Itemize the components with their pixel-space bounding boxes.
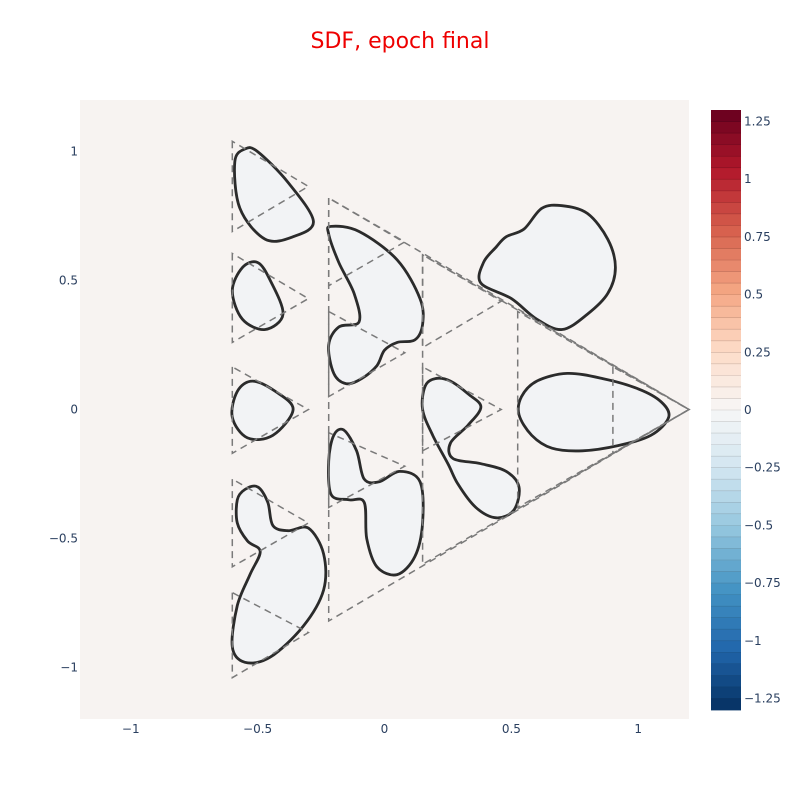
y-tick-label: 0: [70, 403, 78, 417]
colorbar-segment: [711, 663, 741, 676]
colorbar-tick-label: 0.75: [744, 230, 771, 244]
colorbar-segment: [711, 479, 741, 492]
colorbar-segment: [711, 536, 741, 549]
guide-triangle-13: [421, 253, 691, 566]
y-tick-label: 1: [70, 145, 78, 159]
colorbar-segment: [711, 167, 741, 180]
colorbar-tick-label: 0.5: [744, 288, 763, 302]
shape-contours: [230, 146, 671, 665]
colorbar-ticks: 1.25 1 0.75 0.5 0.25 0 −0.25 −0.5 −0.75 −1 −1.25: [744, 115, 781, 706]
colorbar-segment: [711, 571, 741, 584]
colorbar-segment: [711, 548, 741, 561]
x-tick-label: 1: [634, 722, 642, 736]
colorbar-tick-label: −0.5: [744, 518, 773, 532]
colorbar-segment: [711, 317, 741, 330]
x-tick-label: 0: [381, 722, 389, 736]
colorbar-segment: [711, 260, 741, 272]
colorbar-segment: [711, 294, 741, 307]
guide-triangle-14: [516, 310, 691, 509]
shape-contour-7: [420, 376, 521, 520]
colorbar-segment: [711, 156, 741, 169]
colorbar-segment: [711, 386, 741, 399]
colorbar-segment: [711, 675, 741, 688]
y-tick-label: −1: [60, 660, 78, 674]
colorbar-segment: [711, 329, 741, 342]
colorbar-segment: [711, 502, 741, 515]
y-tick-label: −0.5: [49, 531, 78, 545]
colorbar-segment: [711, 144, 741, 157]
guide-triangle-12: [327, 196, 691, 623]
colorbar: [711, 110, 741, 711]
guide-triangle-4: [231, 477, 310, 569]
colorbar-segment: [711, 629, 741, 642]
shape-contour-2: [230, 260, 285, 331]
colorbar-segment: [711, 444, 741, 457]
colorbar-segment: [711, 433, 741, 446]
x-tick-label: −1: [122, 722, 140, 736]
colorbar-segment: [711, 375, 741, 388]
guide-triangles: [231, 139, 691, 680]
colorbar-segment: [711, 398, 741, 411]
y-tick-label: 0.5: [59, 274, 78, 288]
colorbar-segment: [711, 617, 741, 630]
shape-contour-4: [230, 484, 328, 665]
colorbar-segment: [711, 179, 741, 192]
colorbar-segment: [711, 421, 741, 434]
guide-triangle-8: [327, 431, 407, 509]
colorbar-segment: [711, 525, 741, 538]
x-axis: −1 −0.5 0 0.5 1: [122, 722, 642, 736]
colorbar-tick-label: 1: [744, 172, 752, 186]
shape-contour-8: [477, 203, 617, 331]
colorbar-segment: [711, 583, 741, 596]
colorbar-segment: [711, 190, 741, 203]
colorbar-segment: [711, 248, 741, 261]
shape-contour-5: [326, 224, 425, 386]
colorbar-segment: [711, 236, 741, 249]
colorbar-tick-label: 0: [744, 403, 752, 417]
colorbar-segment: [711, 306, 741, 319]
colorbar-segment: [711, 467, 741, 480]
guide-triangle-10: [421, 365, 503, 453]
colorbar-tick-label: −1: [744, 634, 762, 648]
colorbar-tick-label: 1.25: [744, 115, 771, 129]
colorbar-segment: [711, 686, 741, 699]
guide-triangle-3: [231, 365, 310, 455]
colorbar-segment: [711, 225, 741, 238]
colorbar-segment: [711, 560, 741, 572]
colorbar-segment: [711, 640, 741, 653]
colorbar-segment: [711, 213, 741, 226]
colorbar-segment: [711, 110, 741, 122]
colorbar-segment: [711, 606, 741, 619]
colorbar-segment: [711, 202, 741, 215]
colorbar-segment: [711, 594, 741, 607]
colorbar-tick-label: −0.25: [744, 461, 781, 475]
colorbar-segment: [711, 121, 741, 134]
colorbar-tick-label: −1.25: [744, 691, 781, 705]
colorbar-segment: [711, 698, 741, 711]
colorbar-segment: [711, 271, 741, 284]
colorbar-segment: [711, 490, 741, 503]
colorbar-segment: [711, 456, 741, 469]
guide-triangle-2: [231, 252, 310, 344]
colorbar-tick-label: 0.25: [744, 345, 771, 359]
colorbar-segment: [711, 363, 741, 376]
guide-triangle-1: [231, 139, 310, 233]
colorbar-segment: [711, 340, 741, 353]
x-tick-label: 0.5: [502, 722, 521, 736]
colorbar-tick-label: −0.75: [744, 576, 781, 590]
y-axis: 1 0.5 0 −0.5 −1: [49, 145, 78, 675]
colorbar-segment: [711, 352, 741, 365]
colorbar-segment: [711, 652, 741, 665]
chart-title: SDF, epoch final: [311, 29, 490, 54]
colorbar-segment: [711, 133, 741, 146]
colorbar-segment: [711, 410, 741, 422]
x-tick-label: −0.5: [243, 722, 272, 736]
guide-triangle-5: [231, 591, 310, 680]
colorbar-segment: [711, 283, 741, 296]
shape-contour-1: [233, 146, 315, 243]
colorbar-segment: [711, 513, 741, 526]
